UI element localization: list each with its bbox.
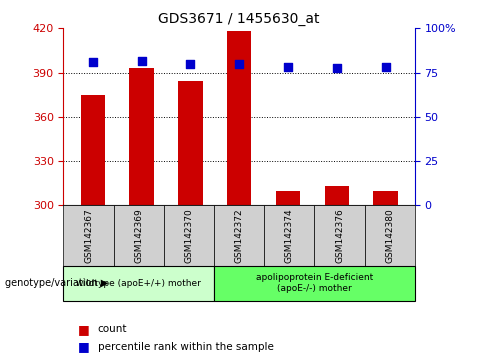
Point xyxy=(333,65,341,71)
Text: GSM142376: GSM142376 xyxy=(335,208,344,263)
Point xyxy=(186,61,194,67)
Text: GSM142374: GSM142374 xyxy=(285,208,294,263)
Text: wildtype (apoE+/+) mother: wildtype (apoE+/+) mother xyxy=(76,279,201,288)
Text: genotype/variation ▶: genotype/variation ▶ xyxy=(5,278,108,288)
Point xyxy=(382,64,389,69)
Bar xyxy=(276,190,300,205)
Bar xyxy=(325,186,349,205)
Text: GSM142370: GSM142370 xyxy=(184,208,193,263)
Bar xyxy=(129,68,154,205)
Bar xyxy=(178,81,203,205)
Text: GSM142369: GSM142369 xyxy=(134,208,143,263)
Text: ■: ■ xyxy=(78,341,90,353)
Text: GSM142372: GSM142372 xyxy=(235,208,244,263)
Text: apolipoprotein E-deficient
(apoE-/-) mother: apolipoprotein E-deficient (apoE-/-) mot… xyxy=(256,274,373,293)
Bar xyxy=(227,31,251,205)
Title: GDS3671 / 1455630_at: GDS3671 / 1455630_at xyxy=(159,12,320,26)
Text: count: count xyxy=(98,324,127,334)
Bar xyxy=(373,190,398,205)
Bar xyxy=(81,95,105,205)
Text: ■: ■ xyxy=(78,323,90,336)
Point xyxy=(138,58,145,64)
Text: GSM142380: GSM142380 xyxy=(385,208,394,263)
Text: GSM142367: GSM142367 xyxy=(84,208,93,263)
Point xyxy=(235,61,243,67)
Text: percentile rank within the sample: percentile rank within the sample xyxy=(98,342,273,352)
Point xyxy=(284,64,292,69)
Point xyxy=(89,59,97,65)
